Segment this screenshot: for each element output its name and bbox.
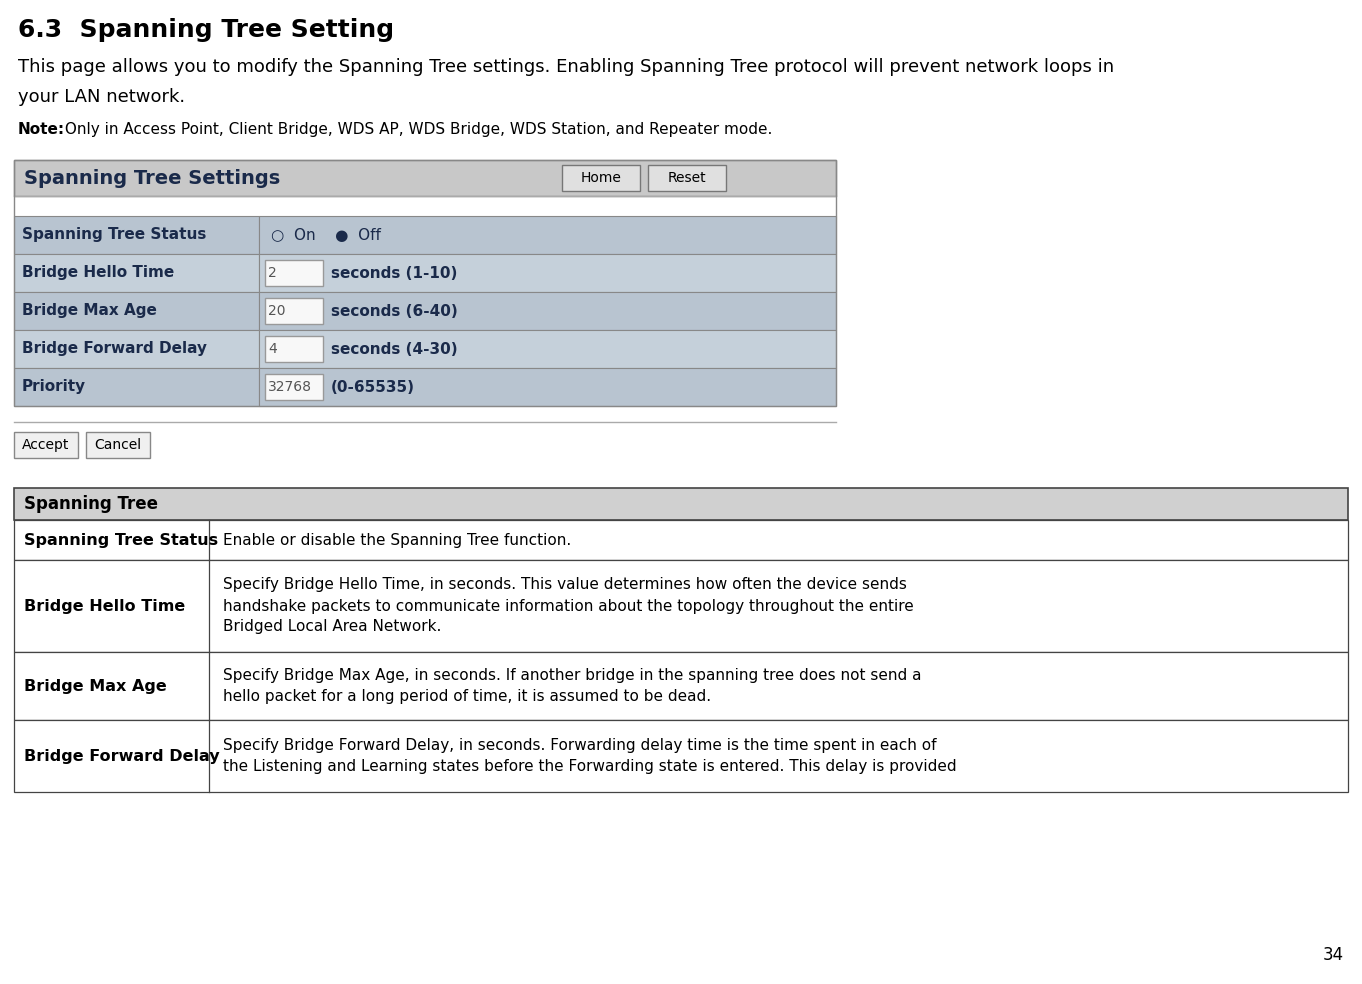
Bar (14, 216, 259, 254)
Text: Spanning Tree Status: Spanning Tree Status (22, 227, 207, 242)
Text: your LAN network.: your LAN network. (18, 88, 185, 106)
Text: Bridge Max Age: Bridge Max Age (25, 679, 166, 694)
Bar (14, 432, 78, 458)
Text: Specify Bridge Hello Time, in seconds. This value determines how often the devic: Specify Bridge Hello Time, in seconds. T… (223, 578, 914, 635)
Text: Bridge Hello Time: Bridge Hello Time (22, 266, 174, 280)
Text: Specify Bridge Forward Delay, in seconds. Forwarding delay time is the time spen: Specify Bridge Forward Delay, in seconds… (223, 738, 956, 774)
Text: 4: 4 (268, 342, 276, 356)
Text: seconds (6-40): seconds (6-40) (331, 303, 458, 319)
Text: Spanning Tree: Spanning Tree (25, 495, 158, 513)
Bar (259, 254, 836, 292)
Text: 2: 2 (268, 266, 276, 280)
Bar (648, 165, 726, 191)
Text: Home: Home (580, 171, 621, 185)
Text: Bridge Hello Time: Bridge Hello Time (25, 598, 185, 613)
Bar (14, 160, 836, 196)
Bar (266, 374, 323, 400)
Text: Specify Bridge Max Age, in seconds. If another bridge in the spanning tree does : Specify Bridge Max Age, in seconds. If a… (223, 668, 922, 704)
Text: Enable or disable the Spanning Tree function.: Enable or disable the Spanning Tree func… (223, 532, 571, 547)
Text: (0-65535): (0-65535) (331, 380, 415, 395)
Bar (266, 336, 323, 362)
Bar (14, 520, 1348, 560)
Bar (563, 165, 640, 191)
Text: Spanning Tree Status: Spanning Tree Status (25, 532, 218, 547)
Text: 6.3  Spanning Tree Setting: 6.3 Spanning Tree Setting (18, 18, 394, 42)
Text: seconds (1-10): seconds (1-10) (331, 266, 458, 280)
Text: 32768: 32768 (268, 380, 312, 394)
Bar (14, 292, 259, 330)
Text: Reset: Reset (667, 171, 707, 185)
Bar (86, 432, 150, 458)
Text: Bridge Max Age: Bridge Max Age (22, 303, 157, 319)
Text: Note:: Note: (18, 122, 65, 137)
Bar (259, 330, 836, 368)
Bar (14, 652, 1348, 720)
Bar (266, 260, 323, 286)
Bar (259, 216, 836, 254)
Text: Bridge Forward Delay: Bridge Forward Delay (25, 749, 219, 764)
Text: Accept: Accept (22, 438, 69, 452)
Text: ○  On    ●  Off: ○ On ● Off (271, 227, 381, 242)
Text: Cancel: Cancel (94, 438, 142, 452)
Bar (14, 488, 1348, 520)
Text: Priority: Priority (22, 380, 86, 395)
Text: This page allows you to modify the Spanning Tree settings. Enabling Spanning Tre: This page allows you to modify the Spann… (18, 58, 1114, 76)
Text: Only in Access Point, Client Bridge, WDS AP, WDS Bridge, WDS Station, and Repeat: Only in Access Point, Client Bridge, WDS… (60, 122, 772, 137)
Bar (14, 330, 259, 368)
Bar (266, 298, 323, 324)
Text: Spanning Tree Settings: Spanning Tree Settings (25, 168, 281, 188)
Bar (14, 160, 836, 406)
Bar (14, 720, 1348, 792)
Bar (14, 560, 1348, 652)
Bar (259, 368, 836, 406)
Text: 34: 34 (1323, 946, 1344, 964)
Text: Bridge Forward Delay: Bridge Forward Delay (22, 341, 207, 356)
Bar (14, 254, 259, 292)
Text: 20: 20 (268, 304, 286, 318)
Bar (259, 292, 836, 330)
Bar (14, 368, 259, 406)
Text: seconds (4-30): seconds (4-30) (331, 341, 458, 356)
